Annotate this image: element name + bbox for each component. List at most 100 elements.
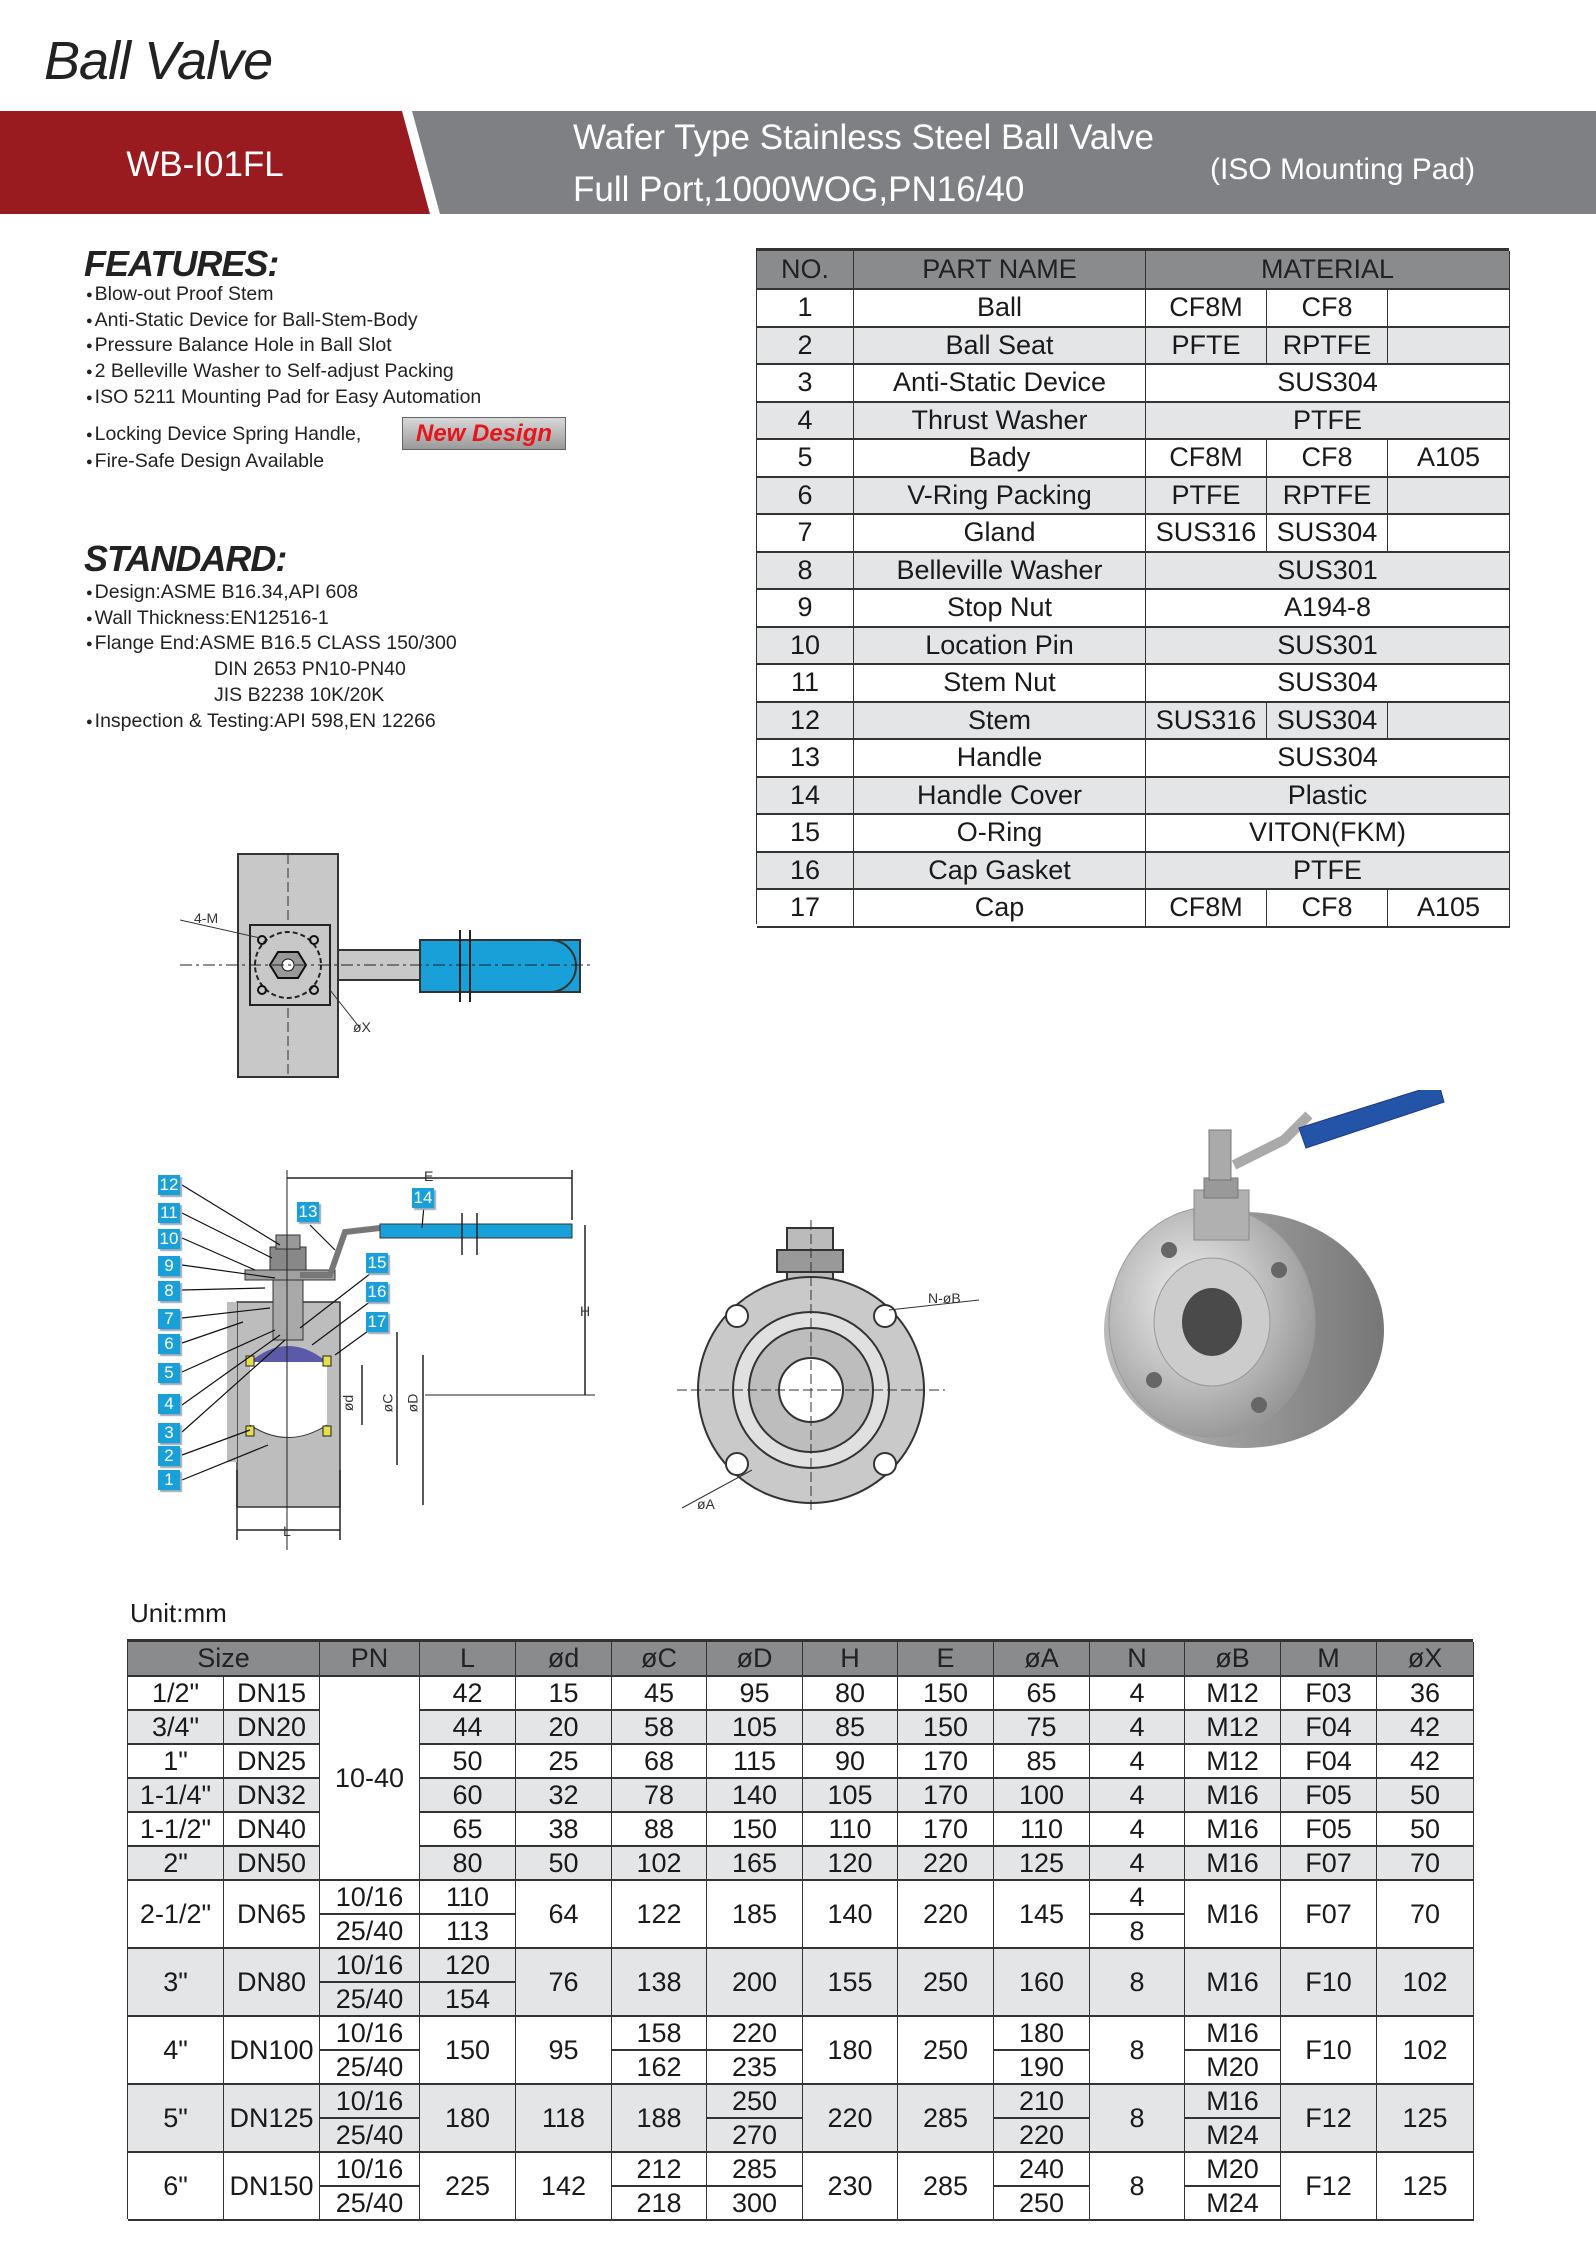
size-dn: DN100 bbox=[224, 2017, 320, 2085]
dim-d: 165 bbox=[707, 1847, 803, 1881]
feature-item: Anti-Static Device for Ball-Stem-Body bbox=[86, 309, 418, 332]
dim-c: 188 bbox=[612, 2085, 707, 2153]
part-no: 2 bbox=[757, 327, 854, 365]
size-inch: 1-1/2" bbox=[128, 1813, 224, 1847]
dim-e: 170 bbox=[898, 1813, 994, 1847]
dim-b: M12 bbox=[1185, 1677, 1281, 1711]
dim-d: 220 bbox=[707, 2017, 803, 2051]
part-callout: 1 bbox=[158, 1470, 180, 1490]
dim-label-c: øC bbox=[379, 1393, 396, 1413]
part-material: SUS304 bbox=[1267, 702, 1388, 740]
size-inch: 4" bbox=[128, 2017, 224, 2085]
front-view-drawing bbox=[677, 1220, 980, 1510]
dim-h: 105 bbox=[803, 1779, 898, 1813]
dim-h: 80 bbox=[803, 1677, 898, 1711]
dim-d: 32 bbox=[516, 1779, 612, 1813]
dim-n: 8 bbox=[1090, 2017, 1185, 2085]
dim-c: 45 bbox=[612, 1677, 707, 1711]
dim-d: 50 bbox=[516, 1847, 612, 1881]
size-inch: 2" bbox=[128, 1847, 224, 1881]
dim-m: F10 bbox=[1281, 1949, 1377, 2017]
dim-l: 80 bbox=[420, 1847, 516, 1881]
part-no: 17 bbox=[757, 890, 854, 928]
dim-a: 220 bbox=[994, 2119, 1090, 2153]
part-no: 16 bbox=[757, 852, 854, 890]
dim-m: F12 bbox=[1281, 2153, 1377, 2221]
parts-material-table: NO. PART NAME MATERIAL 1 Ball CF8M CF8 2 Ball Se… bbox=[756, 248, 1510, 928]
feature-item: 2 Belleville Washer to Self-adjust Packi… bbox=[86, 360, 454, 383]
header-h: H bbox=[803, 1642, 898, 1677]
dim-d: 25 bbox=[516, 1745, 612, 1779]
part-callout: 9 bbox=[158, 1256, 180, 1276]
size-dn: DN20 bbox=[224, 1711, 320, 1745]
header-dia-d: øD bbox=[707, 1642, 803, 1677]
part-material: A105 bbox=[1388, 890, 1510, 928]
dim-h: 155 bbox=[803, 1949, 898, 2017]
dim-l: 154 bbox=[420, 1983, 516, 2017]
part-name: Thrust Washer bbox=[854, 402, 1146, 440]
dim-pn: 10/16 bbox=[320, 2017, 420, 2051]
dim-h: 120 bbox=[803, 1847, 898, 1881]
part-material: SUS316 bbox=[1146, 702, 1267, 740]
dim-m: F04 bbox=[1281, 1711, 1377, 1745]
part-no: 8 bbox=[757, 552, 854, 590]
part-material: Plastic bbox=[1146, 777, 1510, 815]
part-material: SUS304 bbox=[1146, 740, 1510, 778]
dim-b: M20 bbox=[1185, 2153, 1281, 2187]
dim-label-d: ød bbox=[340, 1394, 357, 1412]
dim-n: 4 bbox=[1090, 1813, 1185, 1847]
product-note: (ISO Mounting Pad) bbox=[1210, 153, 1476, 186]
header-dia-x: øX bbox=[1377, 1642, 1474, 1677]
part-material: VITON(FKM) bbox=[1146, 815, 1510, 853]
size-dn: DN65 bbox=[224, 1881, 320, 1949]
dim-label-dd: øD bbox=[404, 1393, 421, 1413]
dim-m: F03 bbox=[1281, 1677, 1377, 1711]
standard-item: DIN 2653 PN10-PN40 bbox=[214, 658, 406, 680]
part-material: A105 bbox=[1388, 440, 1510, 478]
dim-m: F12 bbox=[1281, 2085, 1377, 2153]
dim-n: 4 bbox=[1090, 1677, 1185, 1711]
part-material: RPTFE bbox=[1267, 477, 1388, 515]
part-material: SUS316 bbox=[1146, 515, 1267, 553]
page-title: Ball Valve bbox=[44, 31, 273, 91]
dim-h: 140 bbox=[803, 1881, 898, 1949]
dim-a: 160 bbox=[994, 1949, 1090, 2017]
dim-b: M12 bbox=[1185, 1711, 1281, 1745]
size-inch: 5" bbox=[128, 2085, 224, 2153]
bolt-holes-label: N-øB bbox=[928, 1290, 961, 1306]
dim-b: M16 bbox=[1185, 1881, 1281, 1949]
size-inch: 3" bbox=[128, 1949, 224, 2017]
product-title: Wafer Type Stainless Steel Ball Valve bbox=[573, 118, 1155, 157]
feature-item: Locking Device Spring Handle, bbox=[86, 423, 362, 446]
dim-l: 42 bbox=[420, 1677, 516, 1711]
dim-a: 180 bbox=[994, 2017, 1090, 2051]
part-callout: 4 bbox=[158, 1394, 180, 1414]
dim-label-e: E bbox=[424, 1168, 434, 1184]
part-material: CF8M bbox=[1146, 890, 1267, 928]
dim-e: 250 bbox=[898, 1949, 994, 2017]
header-l: L bbox=[420, 1642, 516, 1677]
dim-l: 60 bbox=[420, 1779, 516, 1813]
feature-item: ISO 5211 Mounting Pad for Easy Automatio… bbox=[86, 386, 482, 409]
header-material: MATERIAL bbox=[1146, 251, 1510, 290]
dim-d: 15 bbox=[516, 1677, 612, 1711]
dim-d: 200 bbox=[707, 1949, 803, 2017]
dim-pn: 25/40 bbox=[320, 2051, 420, 2085]
part-material: PTFE bbox=[1146, 402, 1510, 440]
dim-label-l: L bbox=[283, 1523, 291, 1539]
dim-a: 190 bbox=[994, 2051, 1090, 2085]
dim-b: M16 bbox=[1185, 1813, 1281, 1847]
part-no: 1 bbox=[757, 290, 854, 328]
part-callout: 12 bbox=[158, 1175, 180, 1195]
size-inch: 1/2" bbox=[128, 1677, 224, 1711]
part-no: 4 bbox=[757, 402, 854, 440]
dim-l: 150 bbox=[420, 2017, 516, 2085]
part-material: PTFE bbox=[1146, 477, 1267, 515]
standard-item: Inspection & Testing:API 598,EN 12266 bbox=[86, 710, 436, 733]
feature-item: Blow-out Proof Stem bbox=[86, 283, 274, 306]
dim-l: 65 bbox=[420, 1813, 516, 1847]
dim-n: 4 bbox=[1090, 1779, 1185, 1813]
dim-e: 285 bbox=[898, 2153, 994, 2221]
part-no: 11 bbox=[757, 665, 854, 703]
feature-item: Fire-Safe Design Available bbox=[86, 450, 324, 473]
